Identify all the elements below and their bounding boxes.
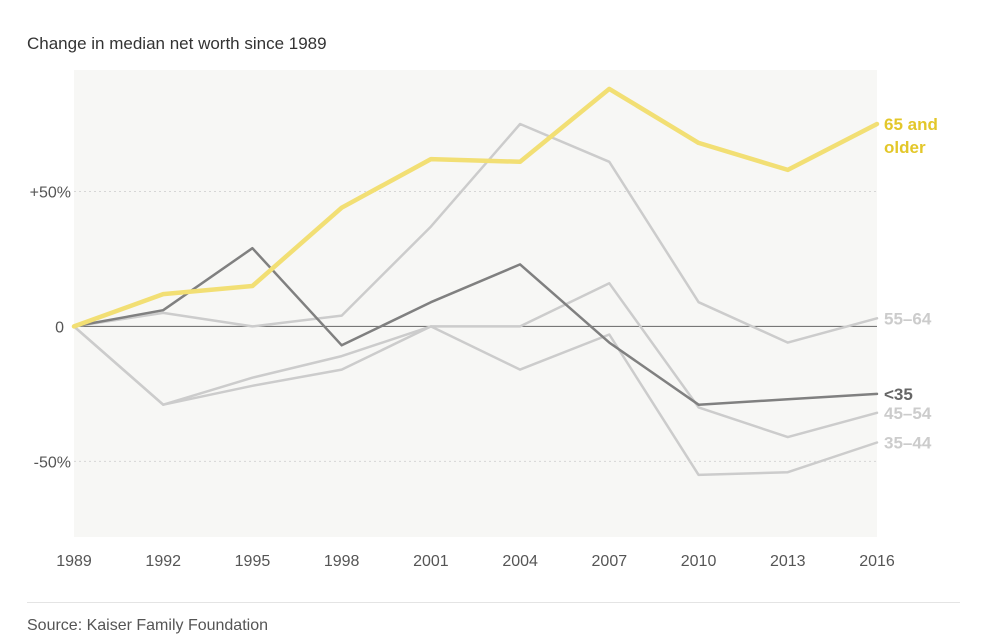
x-tick-label: 2007 xyxy=(592,553,628,570)
series-label-line: 55–64 xyxy=(884,309,932,328)
source-note: Source: Kaiser Family Foundation xyxy=(27,617,268,634)
plot-background xyxy=(74,70,877,537)
series-label-line: older xyxy=(884,138,926,157)
series-label-line: 65 and xyxy=(884,115,938,134)
chart-subtitle: Change in median net worth since 1989 xyxy=(27,34,327,53)
series-line xyxy=(72,122,879,344)
series-label-line: <35 xyxy=(884,385,913,404)
x-tick-label: 2010 xyxy=(681,553,717,570)
x-tick-label: 1998 xyxy=(324,553,360,570)
x-tick-label: 2004 xyxy=(502,553,538,570)
y-tick-label: -50% xyxy=(34,454,71,471)
series-label: 55–64 xyxy=(884,309,932,328)
x-tick-label: 1989 xyxy=(56,553,92,570)
series-line xyxy=(71,86,880,329)
x-tick-label: 2016 xyxy=(859,553,895,570)
series-label-line: 45–54 xyxy=(884,404,932,423)
series-line xyxy=(72,325,879,477)
line-chart: +50% 0 -50% 1989 1992 1995 1998 2001 2004 2007 20… xyxy=(29,70,938,570)
series-label: <35 xyxy=(884,385,913,404)
x-tick-label: 1995 xyxy=(235,553,271,570)
series-line xyxy=(72,282,879,439)
y-tick-label: 0 xyxy=(55,319,64,336)
y-tick-label: +50% xyxy=(30,184,71,201)
series-label: 35–44 xyxy=(884,434,932,453)
series-label: 45–54 xyxy=(884,404,932,423)
series-line xyxy=(72,246,879,406)
x-tick-label: 1992 xyxy=(145,553,181,570)
series-label: 65 and older xyxy=(884,115,938,157)
x-tick-label: 2013 xyxy=(770,553,806,570)
x-tick-label: 2001 xyxy=(413,553,449,570)
footer-divider xyxy=(27,602,960,603)
series-label-line: 35–44 xyxy=(884,434,932,453)
